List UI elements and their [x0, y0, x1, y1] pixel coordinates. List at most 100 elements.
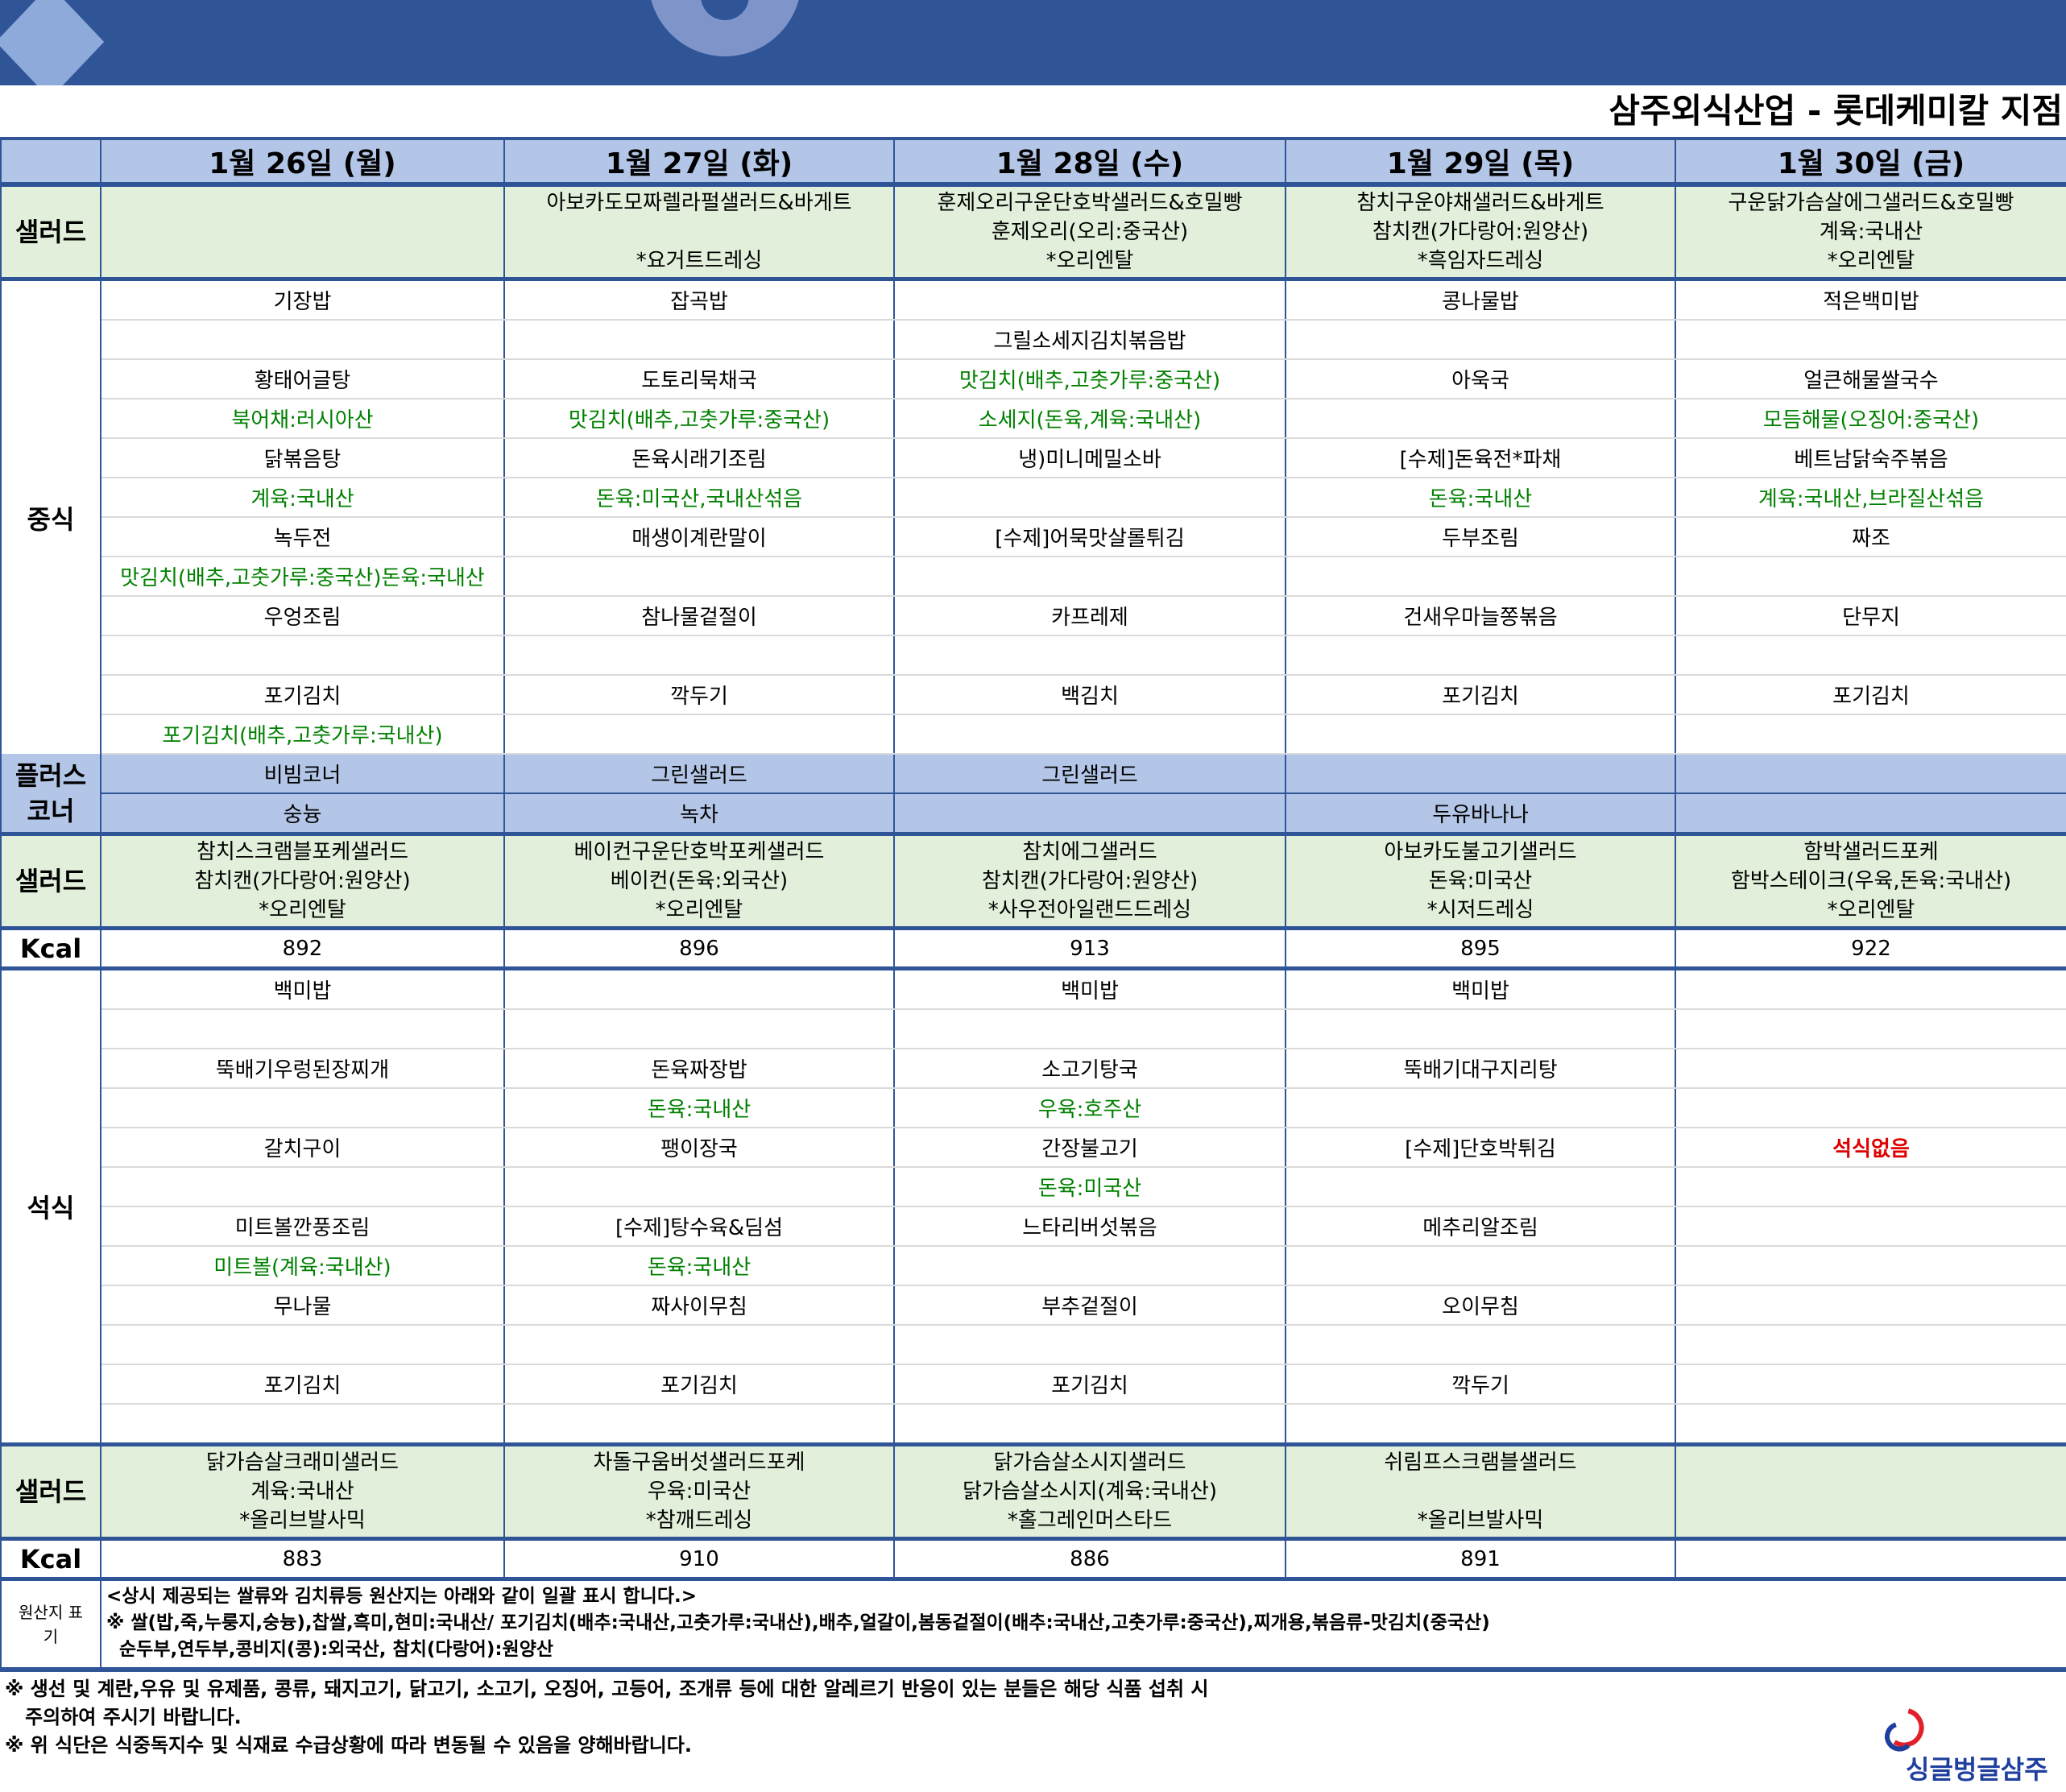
dinner-kcal-row: Kcal 883 910 886 891 [0, 1537, 2066, 1581]
menu-item: 맛김치(배추,고춧가루:중국산) [893, 359, 1286, 399]
lunch-row: 북어채:러시아산 맛김치(배추,고춧가루:중국산) 소세지(돈육,계육:국내산) 모듬… [1, 399, 2066, 439]
salad-line: 우육:미국산 [647, 1480, 751, 1504]
salad-line: 돈육:미국산 [1428, 869, 1533, 893]
weekly-menu-table: 1월 26일 (월) 1월 27일 (화) 1월 28일 (수) 1월 29일 (목)… [0, 137, 2066, 1672]
salad-line: 참치캔(가다랑어:원양산) [981, 869, 1199, 893]
salad-line [506, 217, 892, 246]
plus-corner-item [1675, 754, 2066, 794]
menu-item [100, 1167, 505, 1207]
menu-item: 포기김치 [893, 1364, 1286, 1405]
dinner-row [1, 1404, 2066, 1446]
menu-item [893, 1404, 1286, 1446]
salad-line: 아보카도모짜렐라펄샐러드&바게트 [546, 191, 852, 215]
salad-line [1677, 1449, 2065, 1478]
plus-corner-row: 플러스 코너 비빔코너 그린샐러드 그린샐러드 [0, 754, 2066, 835]
salad-cell: 베이컨구운단호박포케샐러드 베이컨(돈육:외국산) *오리엔탈 [503, 832, 895, 930]
menu-item: 우육:호주산 [893, 1088, 1286, 1128]
menu-item: 무나물 [100, 1285, 505, 1326]
salad-line: 함박샐러드포케 [1803, 840, 1939, 864]
salad-line: *오리엔탈 [1827, 249, 1915, 273]
date-header-row: 1월 26일 (월) 1월 27일 (화) 1월 28일 (수) 1월 29일 (목)… [0, 137, 2066, 187]
menu-item [1675, 635, 2066, 676]
dinner-row: 미트볼깐풍조림 [수제]탕수육&딤섬 느타리버섯볶음 메추리알조림 [1, 1206, 2066, 1247]
footer-line: ※ 생선 및 계란,우유 및 유제품, 콩류, 돼지고기, 닭고기, 소고기, … [5, 1678, 1209, 1700]
menu-item [503, 320, 895, 360]
salad-line [1677, 1506, 2065, 1535]
salad-line: *시저드레싱 [1426, 898, 1534, 922]
menu-item [503, 557, 895, 597]
menu-item: 두부조림 [1285, 517, 1676, 557]
menu-item [1675, 320, 2066, 360]
lunch-row: 우엉조림 참나물겉절이 카프레제 건새우마늘쫑볶음 단무지 [1, 596, 2066, 636]
plus-corner-row: 숭늉 녹차 두유바나나 [1, 793, 2066, 835]
menu-item: 그릴소세지김치볶음밥 [893, 320, 1286, 360]
row-label-kcal: Kcal [0, 1537, 101, 1581]
salad-line: 함박스테이크(우육,돈육:국내산) [1730, 869, 2012, 893]
lunch-row: 맛김치(배추,고춧가루:중국산)돈육:국내산 [1, 557, 2066, 597]
day-header: 1월 27일 (화) [503, 137, 895, 187]
row-label-kcal: Kcal [0, 926, 101, 970]
row-label-dinner: 석식 [0, 968, 101, 1445]
kcal-value: 895 [1285, 926, 1676, 970]
menu-item: 북어채:러시아산 [100, 399, 505, 439]
kcal-value: 883 [100, 1537, 505, 1581]
menu-item [1675, 1049, 2066, 1089]
plus-corner-item: 그린샐러드 [893, 754, 1286, 794]
salad-cell [1675, 1442, 2066, 1541]
menu-item: 오이무침 [1285, 1285, 1676, 1326]
menu-item: [수제]어묵맛살롤튀김 [893, 517, 1286, 557]
menu-item: 돈육:국내산 [1285, 478, 1676, 518]
menu-item [1285, 1167, 1676, 1207]
origin-line: 순두부,연두부,콩비지(콩):외국산, 참치(다랑어):원양산 [106, 1639, 554, 1660]
menu-item: 돈육:미국산,국내산섞음 [503, 478, 895, 518]
lunch-row: 계육:국내산 돈육:미국산,국내산섞음 돈육:국내산 계육:국내산,브라질산섞음 [1, 478, 2066, 518]
plus-corner-item [1675, 793, 2066, 835]
salad-line: 훈제오리(오리:중국산) [991, 220, 1189, 244]
salad-line: 참치에그샐러드 [1022, 840, 1157, 864]
menu-item [1675, 1246, 2066, 1286]
menu-item: 느타리버섯볶음 [893, 1206, 1286, 1247]
menu-item: 포기김치 [100, 675, 505, 715]
menu-item [100, 320, 505, 360]
menu-item: 우엉조림 [100, 596, 505, 636]
salad-cell: 참치에그샐러드 참치캔(가다랑어:원양산) *사우전아일랜드드레싱 [893, 832, 1286, 930]
menu-item: 포기김치(배추,고춧가루:국내산) [100, 714, 505, 755]
menu-item: 미트볼(계육:국내산) [100, 1246, 505, 1286]
kcal-value [1675, 1537, 2066, 1581]
menu-item [503, 1325, 895, 1365]
menu-item [1675, 968, 2066, 1010]
menu-item: 녹두전 [100, 517, 505, 557]
menu-item: 돈육:국내산 [503, 1088, 895, 1128]
dinner-row: 무나물 짜사이무침 부추겉절이 오이무침 [1, 1285, 2066, 1326]
kcal-value: 910 [503, 1537, 895, 1581]
menu-item [893, 1246, 1286, 1286]
menu-item [1285, 320, 1676, 360]
plus-corner-item: 숭늉 [100, 793, 505, 835]
menu-item: 돈육짜장밥 [503, 1049, 895, 1089]
menu-item [893, 478, 1286, 518]
salad-line: 쉬림프스크램블샐러드 [1384, 1451, 1577, 1475]
lunch-row: 황태어글탕 도토리묵채국 맛김치(배추,고춧가루:중국산) 아욱국 얼큰해물쌀국수 [1, 359, 2066, 399]
menu-item: 카프레제 [893, 596, 1286, 636]
salad-cell: 아보카도불고기샐러드 돈육:미국산 *시저드레싱 [1285, 832, 1676, 930]
menu-item [893, 714, 1286, 755]
lunch-row: 포기김치(배추,고춧가루:국내산) [1, 714, 2066, 755]
salad-line [1677, 1477, 2065, 1506]
menu-item [100, 1009, 505, 1049]
plus-corner-item: 그린샐러드 [503, 754, 895, 794]
salad-line: *오리엔탈 [655, 898, 743, 922]
day-header: 1월 29일 (목) [1285, 137, 1676, 187]
salad-line: *올리브발사믹 [1417, 1509, 1544, 1533]
menu-item: 돈육시래기조림 [503, 438, 895, 478]
lunch-row: 녹두전 매생이계란말이 [수제]어묵맛살롤튀김 두부조림 짜조 [1, 517, 2066, 557]
menu-item [1675, 557, 2066, 597]
menu-item [1675, 1009, 2066, 1049]
salad-cell: 닭가슴살크래미샐러드 계육:국내산 *올리브발사믹 [100, 1442, 505, 1541]
menu-item: 포기김치 [503, 1364, 895, 1405]
lunch-salad-row: 샐러드 아보카도모짜렐라펄샐러드&바게트 *요거트드레싱 훈제오리구운단호박샐러드&호… [0, 182, 2066, 281]
menu-item: 계육:국내산,브라질산섞음 [1675, 478, 2066, 518]
menu-item: 맛김치(배추,고춧가루:중국산) [503, 399, 895, 439]
menu-item: 돈육:미국산 [893, 1167, 1286, 1207]
plus-salad-row: 샐러드 참치스크램블포케샐러드 참치캔(가다랑어:원양산) *오리엔탈 베이컨구운단호박… [0, 832, 2066, 930]
salad-line [102, 188, 503, 217]
